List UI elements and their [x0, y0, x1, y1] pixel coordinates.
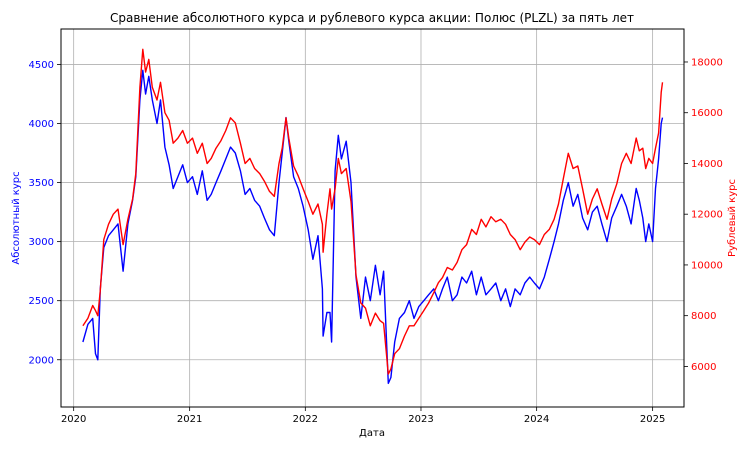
y-left-tick-label: 4500 — [29, 60, 54, 71]
y-left-tick-label: 3500 — [29, 178, 54, 189]
series-line-ruble — [82, 48, 664, 375]
y-left-tick-label: 3000 — [29, 237, 54, 248]
y-left-tick-label: 4000 — [29, 119, 54, 130]
y-right-tick-label: 18000 — [691, 57, 723, 68]
y-right-tick-label: 6000 — [691, 362, 716, 373]
x-tick-label: 2025 — [640, 414, 665, 425]
y-axis-right: 6000 8000 10000 12000 14000 16000 18000 — [684, 57, 723, 373]
y-right-tick-label: 16000 — [691, 108, 723, 119]
y-axis-label-left: Абсолютный курс — [11, 171, 22, 264]
y-axis-left: 2000 2500 3000 3500 4000 4500 — [29, 60, 61, 366]
plot-area — [61, 29, 684, 407]
y-right-tick-label: 14000 — [691, 159, 723, 170]
y-left-tick-label: 2000 — [29, 355, 54, 366]
x-axis: 2020 2021 2022 2023 2024 2025 — [61, 407, 665, 425]
y-left-tick-label: 2500 — [29, 296, 54, 307]
x-tick-label: 2023 — [408, 414, 433, 425]
x-axis-label: Дата — [359, 428, 385, 439]
series-layer — [82, 48, 664, 385]
chart-title: Сравнение абсолютного курса и рублевого … — [110, 11, 634, 25]
x-tick-label: 2021 — [177, 414, 202, 425]
plot-border — [60, 28, 685, 408]
y-axis-label-right: Рублевый курс — [727, 179, 738, 257]
y-right-tick-label: 8000 — [691, 311, 716, 322]
series-line-absolute — [82, 69, 664, 385]
x-tick-label: 2024 — [524, 414, 549, 425]
x-tick-label: 2020 — [61, 414, 86, 425]
y-right-tick-label: 10000 — [691, 260, 723, 271]
y-right-tick-label: 12000 — [691, 210, 723, 221]
x-tick-label: 2022 — [293, 414, 318, 425]
